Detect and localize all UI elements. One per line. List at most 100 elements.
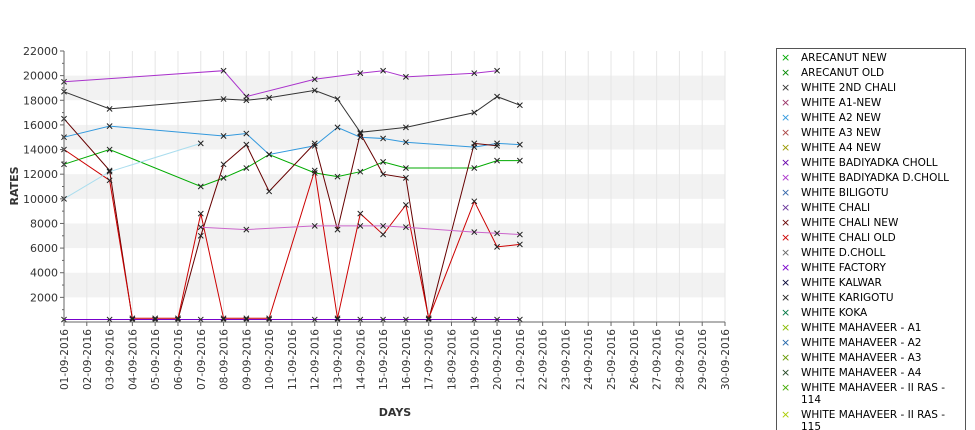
legend-marker-icon: × xyxy=(781,186,791,199)
data-point-marker xyxy=(334,173,341,180)
legend-marker-icon: × xyxy=(781,366,791,379)
data-point-marker xyxy=(471,316,478,323)
series-line xyxy=(63,149,520,321)
data-point-marker xyxy=(402,174,409,181)
data-point-marker xyxy=(516,102,523,109)
legend-label: WHITE MAHAVEER - A2 xyxy=(801,337,922,349)
legend-item: × ARECANUT OLD xyxy=(777,67,965,80)
x-tick-label: 17-09-2016 xyxy=(424,329,436,390)
x-tick-label: 06-09-2016 xyxy=(173,329,185,390)
legend-item: × WHITE FACTORY xyxy=(777,262,965,275)
grid-bands xyxy=(63,51,726,322)
data-point-marker xyxy=(425,316,432,323)
legend-item: × ARECANUT NEW xyxy=(777,52,965,65)
data-point-marker xyxy=(516,141,523,148)
data-point-marker xyxy=(516,231,523,238)
x-tick-label: 27-09-2016 xyxy=(652,329,664,390)
y-tick-label: 8000 xyxy=(30,217,58,230)
x-tick-label: 03-09-2016 xyxy=(105,329,117,390)
legend-item: × WHITE A1-NEW xyxy=(777,96,965,110)
data-point-marker xyxy=(197,224,204,231)
legend-item: × WHITE CHALI xyxy=(777,202,965,215)
x-tick-label: 16-09-2016 xyxy=(401,329,413,390)
data-point-marker xyxy=(494,316,501,323)
y-tick-label: 14000 xyxy=(23,144,58,157)
legend-marker-icon: × xyxy=(781,291,791,304)
x-tick-label: 26-09-2016 xyxy=(629,329,641,390)
x-tick-label: 08-09-2016 xyxy=(219,329,231,390)
y-tick-label: 18000 xyxy=(23,94,58,107)
x-tick-label: 24-09-2016 xyxy=(583,329,595,390)
data-point-marker xyxy=(471,140,478,147)
data-point-marker xyxy=(334,226,341,233)
x-tick-label: 19-09-2016 xyxy=(469,329,481,390)
data-point-marker xyxy=(197,232,204,239)
legend-marker-icon: × xyxy=(781,246,791,259)
data-point-marker xyxy=(357,70,364,77)
data-point-marker xyxy=(220,316,227,323)
data-point-marker xyxy=(402,124,409,131)
legend-label: WHITE A2 NEW xyxy=(801,112,881,124)
data-point-marker xyxy=(471,165,478,171)
data-point-marker xyxy=(266,316,273,323)
data-point-marker xyxy=(220,161,227,168)
legend-label: WHITE D.CHOLL xyxy=(801,247,886,259)
data-point-marker xyxy=(152,315,159,322)
legend-item: × WHITE MAHAVEER - II RAS - 115 xyxy=(777,409,965,430)
data-point-marker xyxy=(402,73,409,80)
data-point-marker xyxy=(494,142,501,149)
data-point-marker xyxy=(220,67,227,74)
data-point-marker xyxy=(516,157,523,164)
data-point-marker xyxy=(380,316,387,323)
legend-item: × WHITE MAHAVEER - A2 xyxy=(777,337,965,350)
data-point-marker xyxy=(106,146,113,153)
x-tick-label: 10-09-2016 xyxy=(264,329,276,390)
data-point-marker xyxy=(494,140,501,147)
data-point-marker xyxy=(311,87,318,94)
data-point-marker xyxy=(175,315,181,322)
x-tick-label: 25-09-2016 xyxy=(606,329,618,390)
data-point-marker xyxy=(243,315,250,322)
data-point-marker xyxy=(357,210,364,217)
data-point-marker xyxy=(334,124,341,131)
data-point-marker xyxy=(243,226,250,233)
legend-label: WHITE CHALI xyxy=(801,202,871,214)
legend-item: × WHITE D.CHOLL xyxy=(777,246,965,260)
x-tick-label: 12-09-2016 xyxy=(310,329,322,390)
legend-label: WHITE A3 NEW xyxy=(801,127,881,139)
legend-label: WHITE A1-NEW xyxy=(801,97,882,109)
legend-label: WHITE FACTORY xyxy=(801,262,886,274)
legend-item: × WHITE KOKA xyxy=(777,307,965,320)
data-point-marker xyxy=(152,316,159,323)
legend-label: WHITE CHALI OLD xyxy=(801,232,896,244)
legend-item: × WHITE 2ND CHALI xyxy=(777,82,965,95)
data-point-marker xyxy=(471,109,478,116)
x-tick-label: 01-09-2016 xyxy=(59,329,71,390)
data-point-marker xyxy=(402,224,409,231)
x-tick-label: 23-09-2016 xyxy=(560,329,572,390)
x-tick-label: 04-09-2016 xyxy=(127,329,139,390)
data-point-marker xyxy=(106,177,113,184)
legend-item: × WHITE BILIGOTU xyxy=(777,186,965,200)
axes xyxy=(60,50,726,326)
data-point-marker xyxy=(220,174,227,181)
data-point-marker xyxy=(266,151,273,158)
data-point-marker xyxy=(494,230,501,237)
y-axis-label: RATES xyxy=(8,166,21,205)
legend-marker-icon: × xyxy=(781,156,791,169)
data-point-marker xyxy=(266,315,273,322)
data-point-marker xyxy=(494,67,501,74)
x-tick-label: 11-09-2016 xyxy=(287,329,299,390)
data-point-marker xyxy=(197,140,204,147)
data-point-marker xyxy=(243,130,250,137)
data-point-marker xyxy=(106,105,113,112)
legend-label: WHITE 2ND CHALI xyxy=(801,82,897,94)
x-tick-label: 28-09-2016 xyxy=(674,329,686,390)
data-point-marker xyxy=(197,210,204,217)
legend-marker-icon: × xyxy=(781,96,791,109)
data-point-marker xyxy=(471,70,478,77)
legend-item: × WHITE CHALI NEW xyxy=(777,217,965,230)
data-point-marker xyxy=(311,169,318,176)
data-point-marker xyxy=(243,316,250,323)
data-point-marker xyxy=(311,316,318,323)
